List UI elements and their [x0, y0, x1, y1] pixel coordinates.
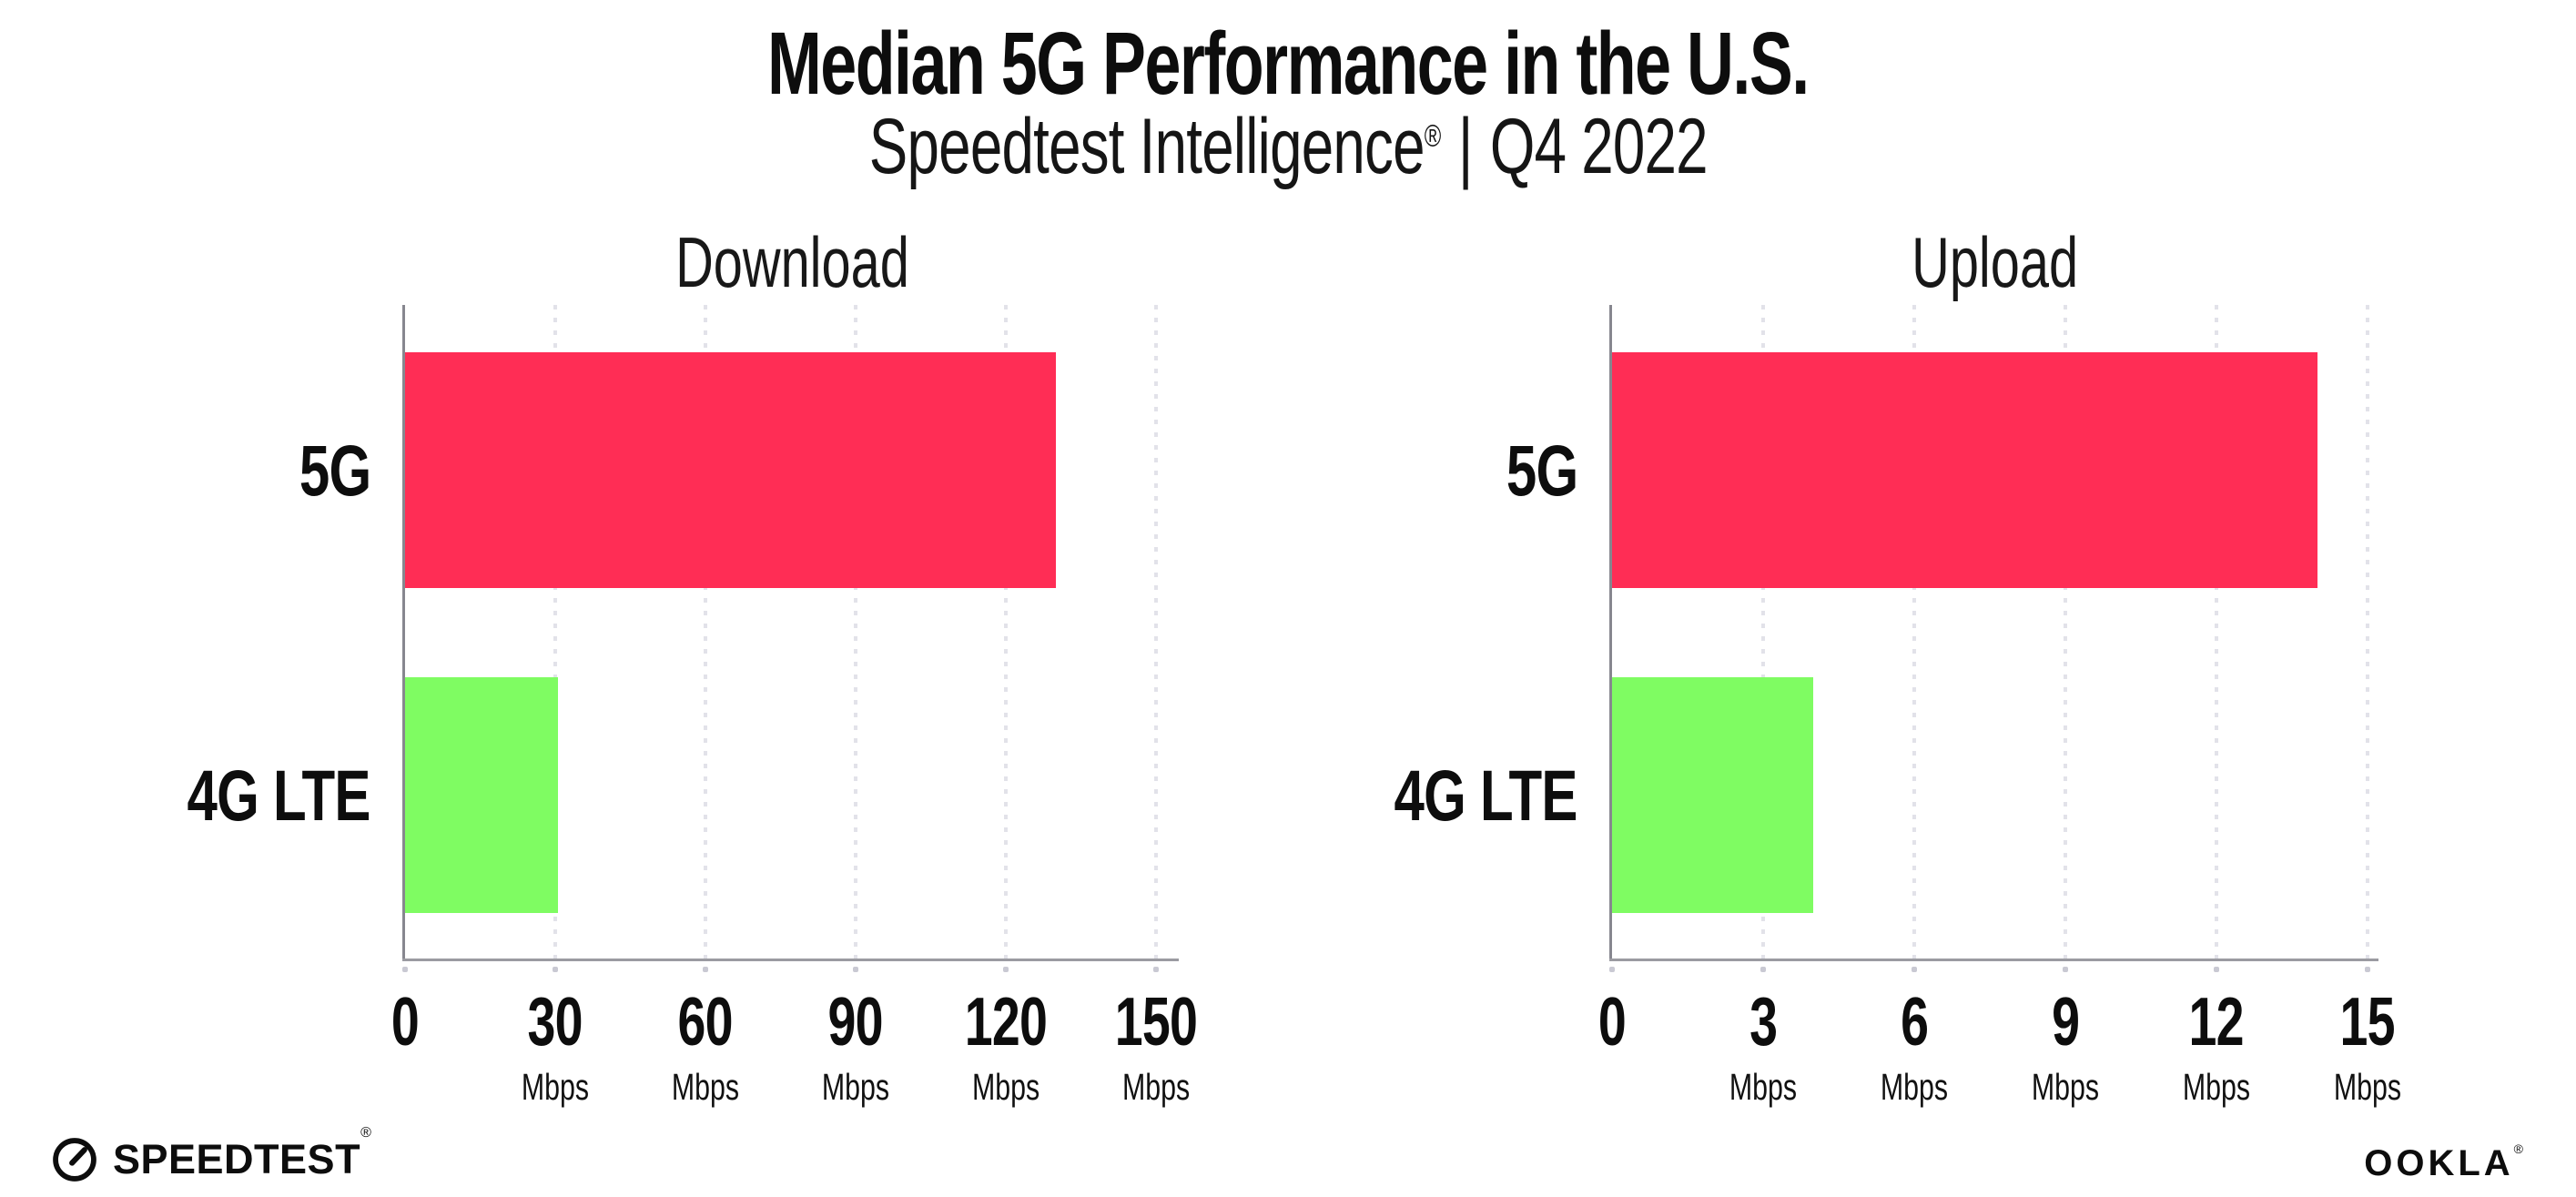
- tick-label-0: 0: [387, 988, 424, 1056]
- tick-label-0: 0: [1594, 988, 1631, 1056]
- category-label-text: 4G LTE: [1394, 754, 1578, 836]
- gridline-120: [1004, 305, 1008, 959]
- figure-subtitle-text: Speedtest Intelligence® | Q4 2022: [868, 102, 1709, 192]
- tick-label-12: 12 Mbps: [2171, 988, 2262, 1106]
- panel-title-text: Upload: [1912, 222, 2079, 302]
- category-label-text: 5G: [1506, 429, 1577, 511]
- tick-unit: Mbps: [671, 1066, 740, 1108]
- speedtest-gauge-icon: [53, 1138, 96, 1182]
- gridline-90: [854, 305, 857, 959]
- tick-number: 60: [677, 983, 734, 1060]
- tick-label-30: 30 Mbps: [510, 988, 601, 1106]
- bar-4g-lte: [1612, 677, 1813, 913]
- tick-mark-150: [1153, 967, 1159, 972]
- category-label-text: 5G: [299, 429, 370, 511]
- tick-number: 3: [1749, 983, 1778, 1060]
- tick-unit: Mbps: [2333, 1066, 2402, 1108]
- tick-number: 90: [827, 983, 884, 1060]
- tick-label-15: 15 Mbps: [2322, 988, 2413, 1106]
- gridline-150: [1154, 305, 1158, 959]
- registered-mark: ®: [1424, 118, 1441, 154]
- subtitle-brand: Speedtest Intelligence: [868, 103, 1425, 190]
- speedtest-registered-mark: ®: [360, 1125, 371, 1141]
- speedtest-logo: SPEEDTEST®: [51, 1125, 371, 1183]
- bar-5g: [405, 352, 1056, 588]
- tick-mark-3: [1760, 967, 1766, 972]
- ookla-registered-mark: ®: [2513, 1141, 2523, 1156]
- tick-unit: Mbps: [1880, 1066, 1949, 1108]
- chart-panel-download: Download 0 30 Mbps 60 Mbps 90 Mbps 120 Mbps 150 Mbp…: [188, 222, 1198, 1106]
- tick-label-150: 150 Mbps: [1100, 988, 1212, 1106]
- tick-label-9: 9 Mbps: [2020, 988, 2111, 1106]
- subtitle-separator: |: [1457, 103, 1474, 190]
- tick-mark-120: [1003, 967, 1009, 972]
- panel-title-download: Download: [405, 221, 1179, 304]
- tick-number: 12: [2188, 983, 2245, 1060]
- category-label-4g-lte: 4G LTE: [1336, 754, 1578, 837]
- tick-unit: Mbps: [1729, 1066, 1798, 1108]
- tick-number: 15: [2339, 983, 2396, 1060]
- tick-mark-9: [2063, 967, 2068, 972]
- gridline-12: [2215, 305, 2218, 959]
- tick-mark-12: [2214, 967, 2219, 972]
- tick-unit: Mbps: [1121, 1066, 1191, 1108]
- panel-title-text: Download: [674, 222, 909, 302]
- chart-panel-upload: Upload 0 3 Mbps 6 Mbps 9 Mbps 12 Mbps 15 Mbps 5G 4G L…: [1394, 222, 2401, 1106]
- figure-title-text: Median 5G Performance in the U.S.: [767, 14, 1810, 113]
- tick-unit: Mbps: [821, 1066, 890, 1108]
- gridline-30: [553, 305, 557, 959]
- x-axis-line: [402, 959, 1179, 961]
- tick-label-3: 3 Mbps: [1718, 988, 1809, 1106]
- bar-4g-lte: [405, 677, 558, 913]
- y-axis-line: [402, 305, 405, 961]
- ookla-wordmark-text: OOKLA: [2364, 1143, 2514, 1183]
- tick-label-60: 60 Mbps: [660, 988, 751, 1106]
- category-label-text: 4G LTE: [187, 754, 371, 836]
- tick-number: 0: [390, 983, 420, 1060]
- gridline-15: [2366, 305, 2369, 959]
- figure-subtitle: Speedtest Intelligence® | Q4 2022: [0, 102, 2576, 192]
- tick-mark-6: [1912, 967, 1917, 972]
- tick-unit: Mbps: [971, 1066, 1040, 1108]
- tick-unit: Mbps: [2182, 1066, 2251, 1108]
- tick-mark-0: [402, 967, 408, 972]
- tick-mark-60: [703, 967, 708, 972]
- tick-number: 120: [964, 983, 1048, 1060]
- ookla-logo: OOKLA ®: [2364, 1141, 2523, 1184]
- tick-number: 30: [527, 983, 583, 1060]
- speedtest-wordmark: SPEEDTEST®: [113, 1125, 371, 1183]
- category-label-5g: 5G: [1484, 429, 1577, 512]
- gridline-3: [1761, 305, 1765, 959]
- gridline-9: [2064, 305, 2067, 959]
- tick-number: 6: [1900, 983, 1929, 1060]
- tick-number: 9: [2051, 983, 2080, 1060]
- tick-unit: Mbps: [521, 1066, 590, 1108]
- gridline-60: [704, 305, 707, 959]
- tick-mark-90: [853, 967, 858, 972]
- tick-mark-0: [1609, 967, 1615, 972]
- y-axis-line: [1609, 305, 1612, 961]
- tick-label-120: 120 Mbps: [950, 988, 1061, 1106]
- tick-label-6: 6 Mbps: [1869, 988, 1960, 1106]
- figure-title: Median 5G Performance in the U.S.: [0, 13, 2576, 115]
- tick-number: 0: [1597, 983, 1627, 1060]
- category-label-4g-lte: 4G LTE: [129, 754, 371, 837]
- tick-label-90: 90 Mbps: [810, 988, 901, 1106]
- gridline-6: [1912, 305, 1916, 959]
- tick-number: 150: [1114, 983, 1198, 1060]
- tick-unit: Mbps: [2031, 1066, 2100, 1108]
- speedtest-wordmark-text: SPEEDTEST: [113, 1136, 361, 1182]
- bar-5g: [1612, 352, 2317, 588]
- x-axis-line: [1609, 959, 2378, 961]
- category-label-5g: 5G: [277, 429, 370, 512]
- panel-title-upload: Upload: [1612, 221, 2378, 304]
- tick-mark-30: [553, 967, 558, 972]
- tick-mark-15: [2365, 967, 2370, 972]
- subtitle-period: Q4 2022: [1489, 103, 1709, 190]
